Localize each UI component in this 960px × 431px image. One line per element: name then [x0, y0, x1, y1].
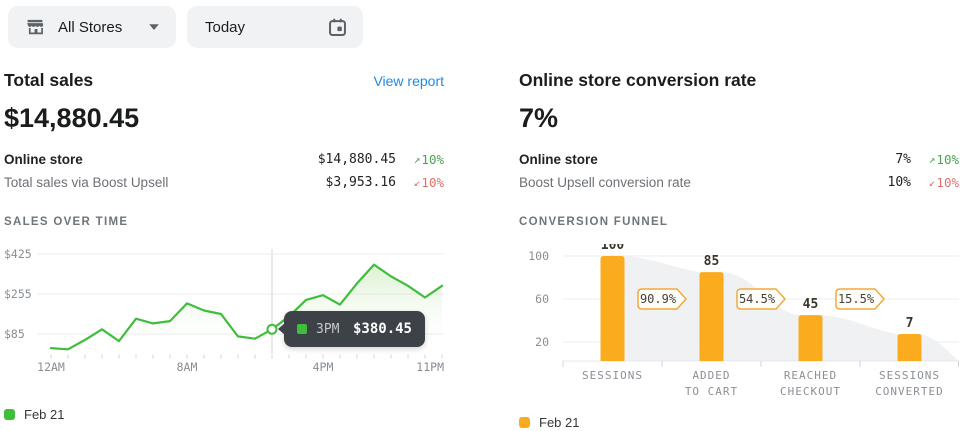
svg-text:$425: $425 [4, 247, 32, 261]
total-sales-header: Total sales View report [4, 70, 444, 90]
svg-text:8AM: 8AM [177, 360, 198, 374]
conversion-title: Online store conversion rate [519, 70, 757, 90]
svg-text:100: 100 [601, 244, 625, 253]
svg-text:ADDED: ADDED [692, 369, 730, 382]
metric-label: Online store [4, 152, 83, 167]
conversion-rate-panel: Online store conversion rate 7% Online s… [519, 70, 959, 430]
metric-label: Total sales via Boost Upsell [4, 175, 169, 190]
conversion-value: 7% [519, 103, 559, 133]
metric-change-value: 10% [421, 152, 444, 167]
metric-row: Online store $14,880.45 ↗10% [4, 148, 444, 171]
store-icon [25, 17, 45, 37]
tooltip-value: $380.45 [352, 321, 412, 338]
sales-chart-svg[interactable]: $425 $255 $85 12AM 8AM 4PM 11PM [4, 244, 444, 376]
metric-change-value: 10% [936, 175, 959, 190]
svg-text:20: 20 [535, 335, 549, 349]
funnel-chart-svg[interactable]: 100 60 20 100 85 45 7 90.9% 54.5% 15.5% SESSIONS AD… [519, 238, 959, 404]
metric-change: ↗10% [911, 152, 959, 167]
total-sales-value: $14,880.45 [4, 103, 140, 133]
legend-swatch [4, 409, 15, 420]
metric-change: ↙10% [396, 175, 444, 190]
svg-text:90.9%: 90.9% [640, 292, 677, 306]
store-filter-button[interactable]: All Stores [8, 6, 176, 48]
svg-text:54.5%: 54.5% [739, 292, 776, 306]
svg-text:REACHED: REACHED [784, 369, 837, 382]
store-filter-label: All Stores [58, 18, 123, 36]
conversion-funnel-chart[interactable]: 100 60 20 100 85 45 7 90.9% 54.5% 15.5% SESSIONS AD… [519, 238, 959, 409]
legend-label: Feb 21 [539, 415, 580, 430]
svg-text:CHECKOUT: CHECKOUT [780, 385, 841, 398]
svg-text:85: 85 [704, 254, 720, 269]
trend-up-icon: ↗ [413, 153, 421, 166]
svg-text:100: 100 [528, 249, 549, 263]
metric-row: Total sales via Boost Upsell $3,953.16 ↙… [4, 171, 444, 194]
svg-text:11PM: 11PM [416, 360, 444, 374]
sales-line-chart[interactable]: $425 $255 $85 12AM 8AM 4PM 11PM 3PM $380.45 [4, 244, 444, 381]
trend-up-icon: ↗ [928, 153, 936, 166]
metric-change-value: 10% [421, 175, 444, 190]
svg-text:$255: $255 [4, 287, 32, 301]
svg-text:$85: $85 [4, 327, 25, 341]
dashboard-panels: Total sales View report $14,880.45 Onlin… [0, 70, 960, 430]
calendar-icon [327, 17, 348, 38]
total-sales-metric-rows: Online store $14,880.45 ↗10% Total sales… [4, 148, 444, 194]
metric-change: ↗10% [396, 152, 444, 167]
funnel-chart-legend: Feb 21 [519, 415, 959, 430]
chevron-down-icon [148, 23, 160, 31]
series-swatch [297, 324, 307, 335]
sales-over-time-label: SALES OVER TIME [4, 216, 129, 228]
metric-row: Online store 7% ↗10% [519, 148, 959, 171]
metric-value: 10% [887, 175, 911, 190]
svg-text:SESSIONS: SESSIONS [582, 369, 643, 382]
metric-change-value: 10% [936, 152, 959, 167]
trend-down-icon: ↙ [413, 176, 421, 189]
svg-text:4PM: 4PM [313, 360, 334, 374]
metric-value: $3,953.16 [325, 175, 396, 190]
conversion-header: Online store conversion rate [519, 70, 959, 90]
date-filter-label: Today [205, 18, 246, 36]
metric-label: Boost Upsell conversion rate [519, 175, 691, 190]
conversion-metric-rows: Online store 7% ↗10% Boost Upsell conver… [519, 148, 959, 194]
date-filter-button[interactable]: Today [187, 6, 363, 48]
conversion-funnel-label: CONVERSION FUNNEL [519, 216, 669, 228]
sales-chart-legend: Feb 21 [4, 407, 444, 422]
metric-value: $14,880.45 [317, 152, 396, 167]
tooltip-time: 3PM [316, 321, 340, 337]
svg-text:12AM: 12AM [37, 360, 65, 374]
svg-text:7: 7 [906, 316, 914, 331]
metric-label: Online store [519, 152, 598, 167]
metric-row: Boost Upsell conversion rate 10% ↙10% [519, 171, 959, 194]
total-sales-title: Total sales [4, 70, 94, 90]
svg-text:TO CART: TO CART [685, 385, 738, 398]
legend-label: Feb 21 [24, 407, 65, 422]
svg-text:CONVERTED: CONVERTED [875, 385, 944, 398]
svg-text:15.5%: 15.5% [838, 292, 875, 306]
svg-text:SESSIONS: SESSIONS [879, 369, 940, 382]
chart-tooltip: 3PM $380.45 [278, 311, 425, 348]
legend-swatch [519, 417, 530, 428]
topbar: All Stores Today [0, 0, 960, 48]
svg-text:60: 60 [535, 292, 549, 306]
metric-change: ↙10% [911, 175, 959, 190]
view-report-link[interactable]: View report [373, 73, 444, 89]
trend-down-icon: ↙ [928, 176, 936, 189]
svg-text:45: 45 [803, 297, 819, 312]
metric-value: 7% [895, 152, 911, 167]
total-sales-panel: Total sales View report $14,880.45 Onlin… [4, 70, 444, 430]
